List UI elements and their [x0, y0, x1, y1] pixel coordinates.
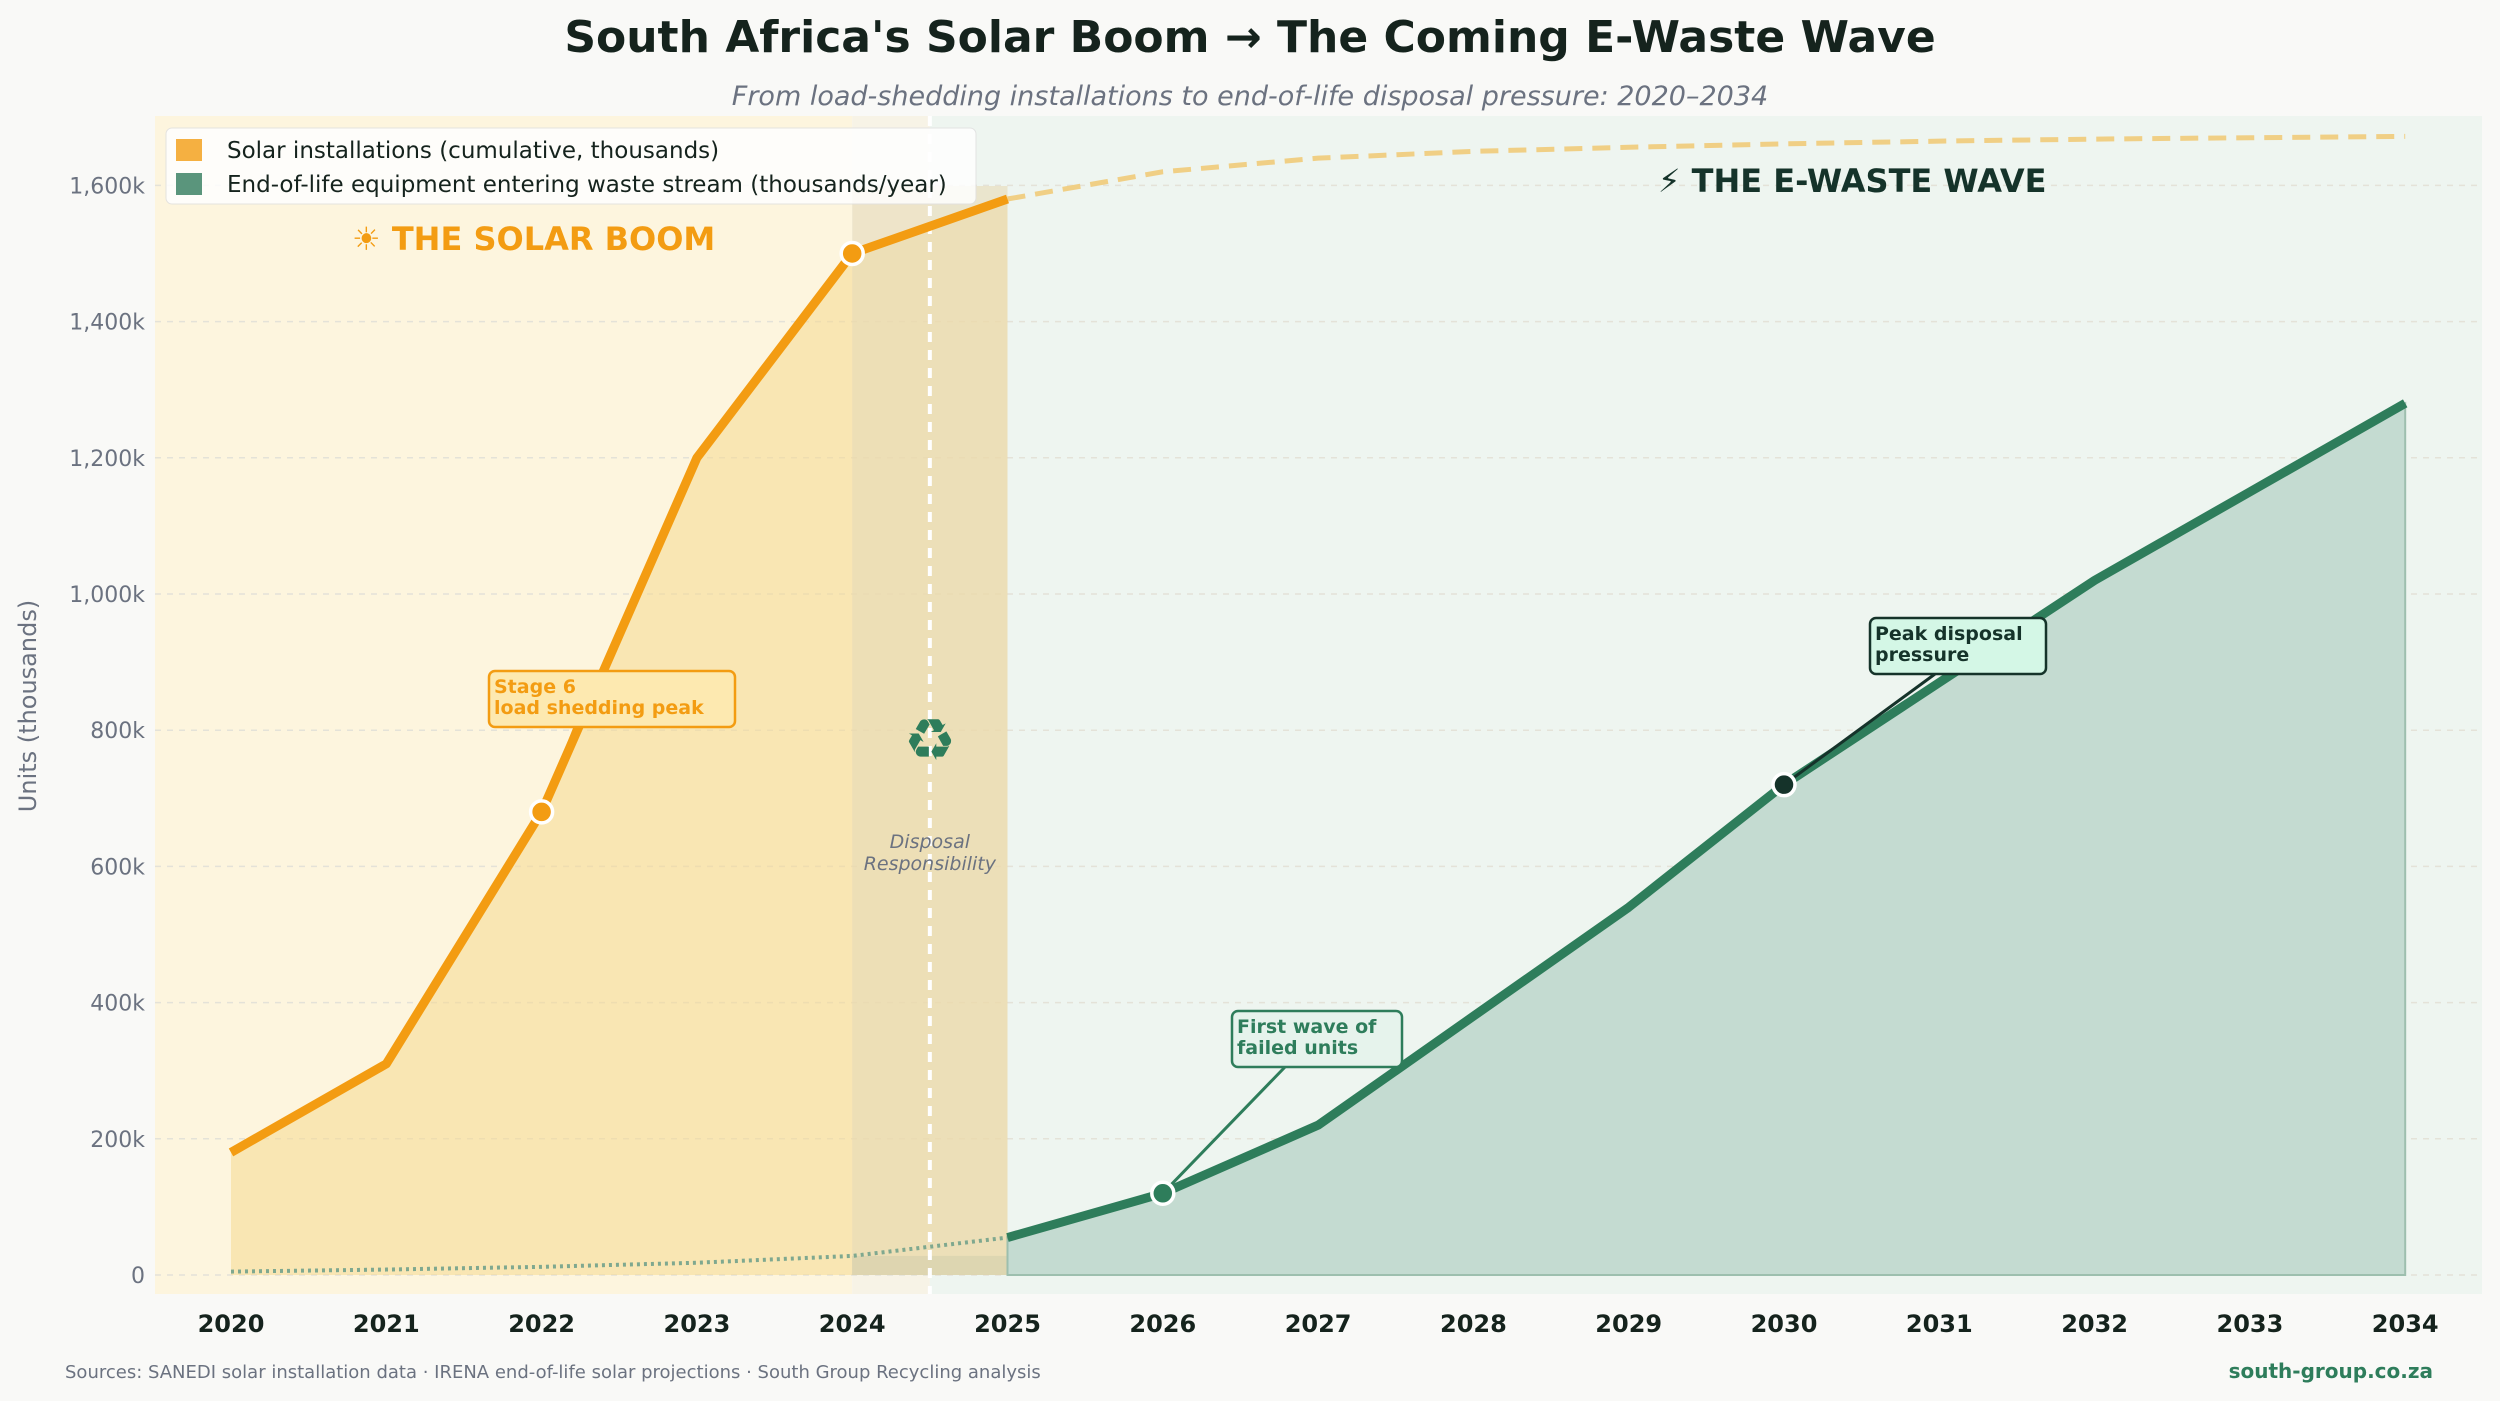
- y-tick-label: 1,400k: [69, 311, 145, 336]
- footer-website[interactable]: south-group.co.za: [2229, 1359, 2433, 1383]
- y-tick-label: 600k: [90, 855, 145, 880]
- annotation-text: First wave of: [1237, 1016, 1377, 1038]
- recycle-icon: ♻: [904, 706, 956, 774]
- legend-label: End-of-life equipment entering waste str…: [227, 172, 947, 198]
- x-tick-label: 2020: [198, 1310, 265, 1338]
- annotation-box: [1868, 616, 2048, 676]
- legend: Solar installations (cumulative, thousan…: [165, 127, 977, 205]
- annotation-text: Stage 6: [494, 676, 576, 698]
- annotation-arrow: [1161, 1065, 1287, 1195]
- annotation-arrow: [1783, 672, 1936, 786]
- divider-label: Disposal: [890, 831, 971, 853]
- region-label-ewaste-wave: ⚡ THE E-WASTE WAVE: [1658, 162, 2047, 200]
- annotation-text: failed units: [1237, 1037, 1358, 1059]
- y-tick-label: 0: [131, 1264, 145, 1289]
- annotation-box: [487, 669, 737, 729]
- x-tick-label: 2023: [664, 1310, 731, 1338]
- data-point-marker: [1150, 1180, 1176, 1207]
- plot-area: 0 200k 400k 600k 800k 1,000k 1,200k 1,400k 1,600…: [69, 116, 2482, 1338]
- chart-subtitle: From load-shedding installations to end-…: [732, 81, 1768, 112]
- data-point-marker: [528, 799, 555, 825]
- x-tick-label: 2021: [353, 1310, 420, 1338]
- annotation-text: load shedding peak: [494, 697, 704, 719]
- legend-label: Solar installations (cumulative, thousan…: [227, 138, 719, 164]
- region-label-solar-boom: ☀ THE SOLAR BOOM: [352, 220, 715, 258]
- ewaste-line: [1006, 399, 2408, 1242]
- x-tick-label: 2028: [1440, 1310, 1507, 1338]
- y-tick-label: 800k: [90, 719, 145, 744]
- legend-swatch-solar: [176, 139, 202, 161]
- y-tick-label: 200k: [90, 1128, 145, 1153]
- annotation-text: Peak disposal: [1875, 623, 2023, 645]
- x-tick-label: 2029: [1595, 1310, 1662, 1338]
- solar-projection-line: [1007, 133, 2406, 202]
- y-tick-label: 400k: [90, 992, 145, 1017]
- solar-line: [228, 194, 1009, 1157]
- x-tick-label: 2025: [974, 1310, 1041, 1338]
- x-tick-label: 2026: [1129, 1310, 1196, 1338]
- data-point-marker: [839, 240, 865, 267]
- x-tick-label: 2022: [508, 1310, 575, 1338]
- footer-sources: Sources: SANEDI solar installation data …: [65, 1362, 1041, 1383]
- y-tick-label: 1,000k: [69, 583, 145, 608]
- annotation-box: [1230, 1009, 1404, 1069]
- x-tick-label: 2027: [1285, 1310, 1352, 1338]
- data-point-marker: [1771, 771, 1797, 798]
- legend-box: [165, 127, 977, 205]
- y-axis-label: Units (thousands): [14, 600, 42, 812]
- x-tick-label: 2033: [2217, 1310, 2284, 1338]
- legend-swatch-ewaste: [176, 173, 202, 195]
- divider-label: Responsibility: [864, 853, 997, 875]
- chart-title: South Africa's Solar Boom → The Coming E…: [564, 12, 1935, 63]
- x-tick-label: 2030: [1751, 1310, 1818, 1338]
- y-tick-label: 1,200k: [69, 447, 145, 472]
- annotation-text: pressure: [1875, 644, 1969, 666]
- annotation-arrow: [540, 726, 577, 813]
- y-tick-label: 1,600k: [69, 174, 145, 199]
- x-tick-label: 2032: [2061, 1310, 2128, 1338]
- x-tick-label: 2034: [2372, 1310, 2439, 1338]
- x-tick-label: 2031: [1906, 1310, 1973, 1338]
- x-tick-label: 2024: [819, 1310, 886, 1338]
